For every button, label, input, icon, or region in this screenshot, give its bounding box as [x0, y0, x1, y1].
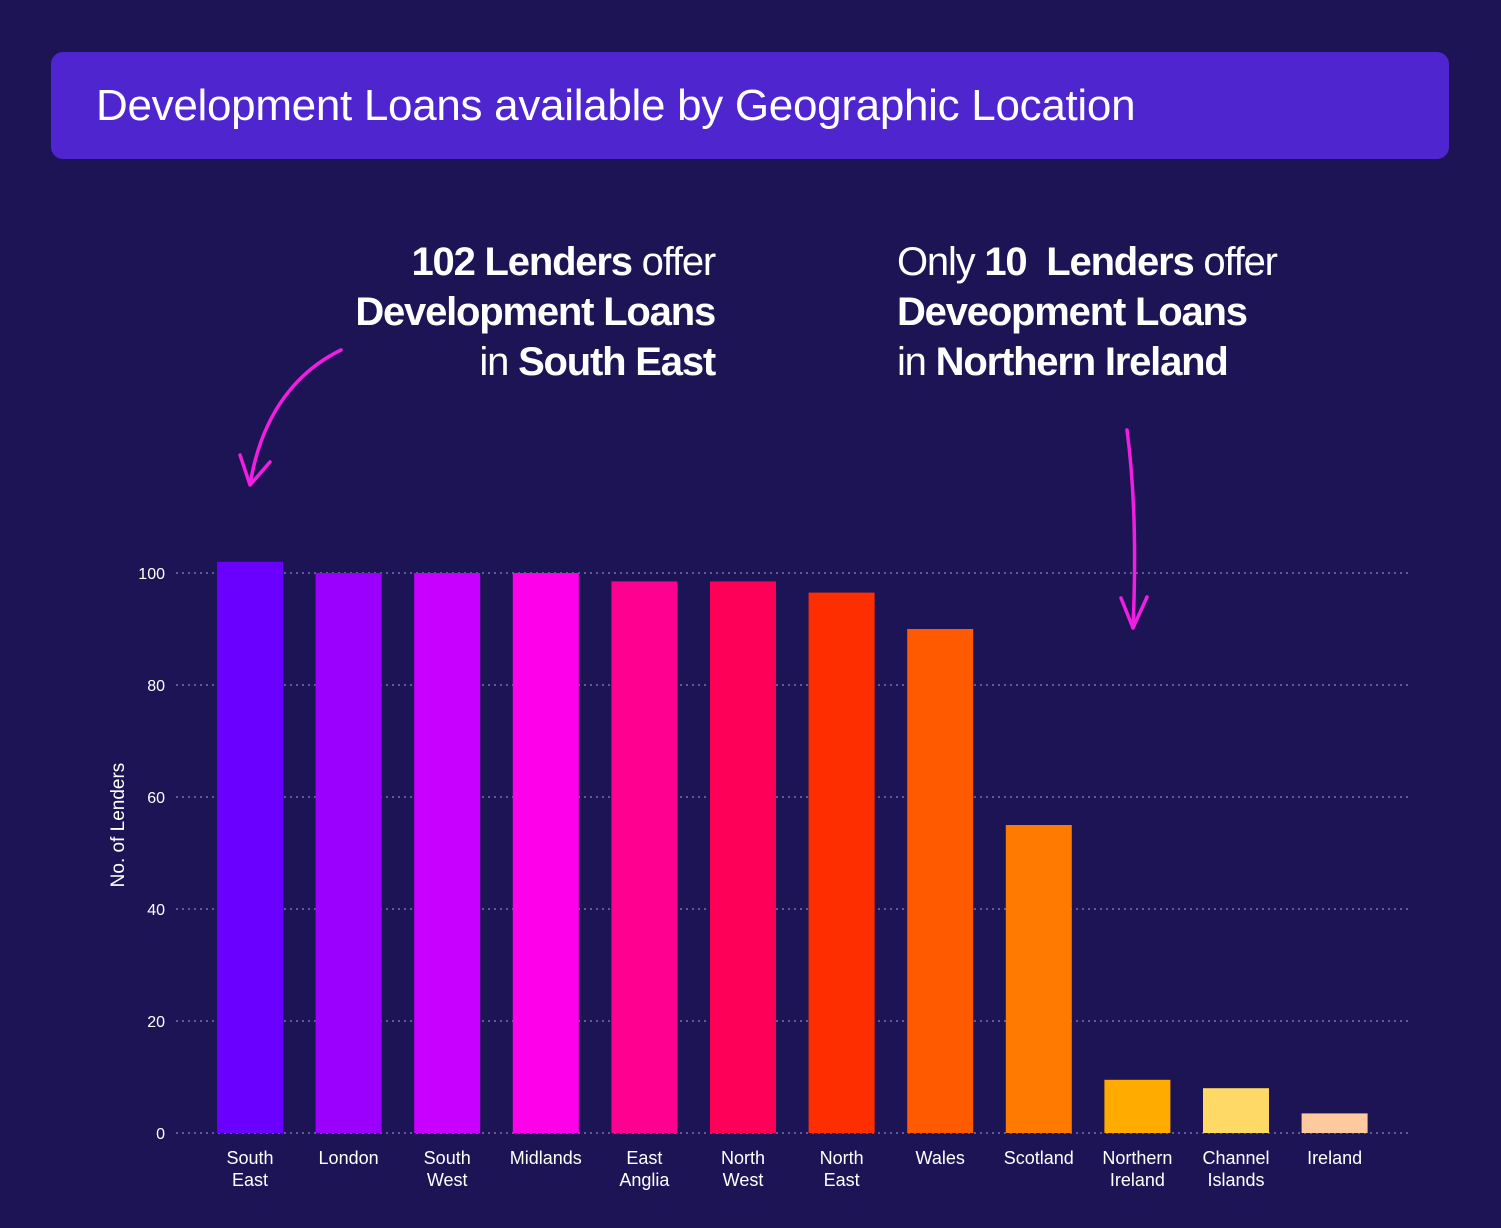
- x-tick-label: London: [319, 1148, 379, 1168]
- bar: [414, 573, 481, 1133]
- x-tick-label: East: [626, 1148, 662, 1168]
- bar: [1104, 1079, 1171, 1133]
- y-tick-label: 60: [147, 790, 165, 807]
- annotation-text: Only: [897, 240, 985, 284]
- bar: [1301, 1113, 1368, 1133]
- bar: [808, 592, 875, 1133]
- annotation-northern-ireland: Only 10 Lenders offer Deveopment Loans i…: [897, 237, 1278, 387]
- page-title: Development Loans available by Geographi…: [96, 80, 1136, 130]
- x-tick-label: Ireland: [1110, 1170, 1165, 1190]
- x-tick-label: Channel: [1202, 1148, 1269, 1168]
- bar: [315, 573, 382, 1133]
- x-tick-label: West: [723, 1170, 764, 1190]
- x-tick-label: Islands: [1207, 1170, 1264, 1190]
- annotation-text: in: [479, 340, 519, 384]
- x-tick-label: South: [226, 1148, 273, 1168]
- annotation-line: 102 Lenders offer: [355, 237, 717, 287]
- chart-gridlines: [176, 572, 1410, 1134]
- y-tick-label: 0: [156, 1126, 165, 1143]
- annotation-emphasis: 102 Lenders: [411, 240, 633, 284]
- bar: [1203, 1088, 1269, 1133]
- bar: [1005, 825, 1072, 1133]
- y-tick-label: 80: [147, 678, 165, 695]
- bar: [710, 581, 776, 1133]
- annotation-text: in: [897, 340, 936, 384]
- x-tick-label: Wales: [916, 1148, 965, 1168]
- x-tick-label: Northern: [1102, 1148, 1172, 1168]
- y-tick-label: 40: [147, 902, 165, 919]
- annotation-text: offer: [1193, 240, 1278, 284]
- bar: [512, 573, 579, 1133]
- annotation-line: Only 10 Lenders offer: [897, 237, 1278, 287]
- annotation-emphasis: 10 Lenders: [984, 240, 1194, 284]
- y-axis-ticks: 0 20 40 60 80 100: [138, 566, 165, 1143]
- y-tick-label: 100: [138, 566, 165, 583]
- x-tick-label: West: [427, 1170, 468, 1190]
- annotation-south-east: 102 Lenders offer Development Loans in S…: [355, 237, 717, 387]
- arrow-left-icon: [238, 348, 343, 487]
- annotation-emphasis: Development Loans: [355, 290, 716, 334]
- annotation-emphasis: Deveopment Loans: [897, 290, 1248, 334]
- y-tick-label: 20: [147, 1014, 165, 1031]
- x-tick-label: Midlands: [510, 1148, 582, 1168]
- annotation-line: Development Loans: [355, 287, 716, 337]
- bar: [217, 561, 283, 1133]
- x-tick-label: North: [820, 1148, 864, 1168]
- x-tick-label: East: [824, 1170, 860, 1190]
- annotation-line: in Northern Ireland: [897, 337, 1277, 387]
- x-tick-label: North: [721, 1148, 765, 1168]
- bar: [611, 581, 678, 1133]
- chart-bars: [217, 561, 1368, 1133]
- x-tick-label: Ireland: [1307, 1148, 1362, 1168]
- annotation-line: Deveopment Loans: [897, 287, 1277, 337]
- annotation-emphasis: South East: [518, 340, 716, 384]
- x-tick-label: Anglia: [619, 1170, 670, 1190]
- arrow-right-icon: [1119, 428, 1149, 630]
- title-banner: Development Loans available by Geographi…: [51, 52, 1449, 159]
- bar: [907, 629, 974, 1133]
- annotation-emphasis: Northern Ireland: [935, 340, 1229, 384]
- annotation-line: in South East: [355, 337, 716, 387]
- x-tick-label: South: [424, 1148, 471, 1168]
- y-axis-label: No. of Lenders: [108, 763, 129, 888]
- annotation-text: offer: [631, 240, 717, 284]
- x-tick-label: Scotland: [1004, 1148, 1074, 1168]
- x-tick-label: East: [232, 1170, 268, 1190]
